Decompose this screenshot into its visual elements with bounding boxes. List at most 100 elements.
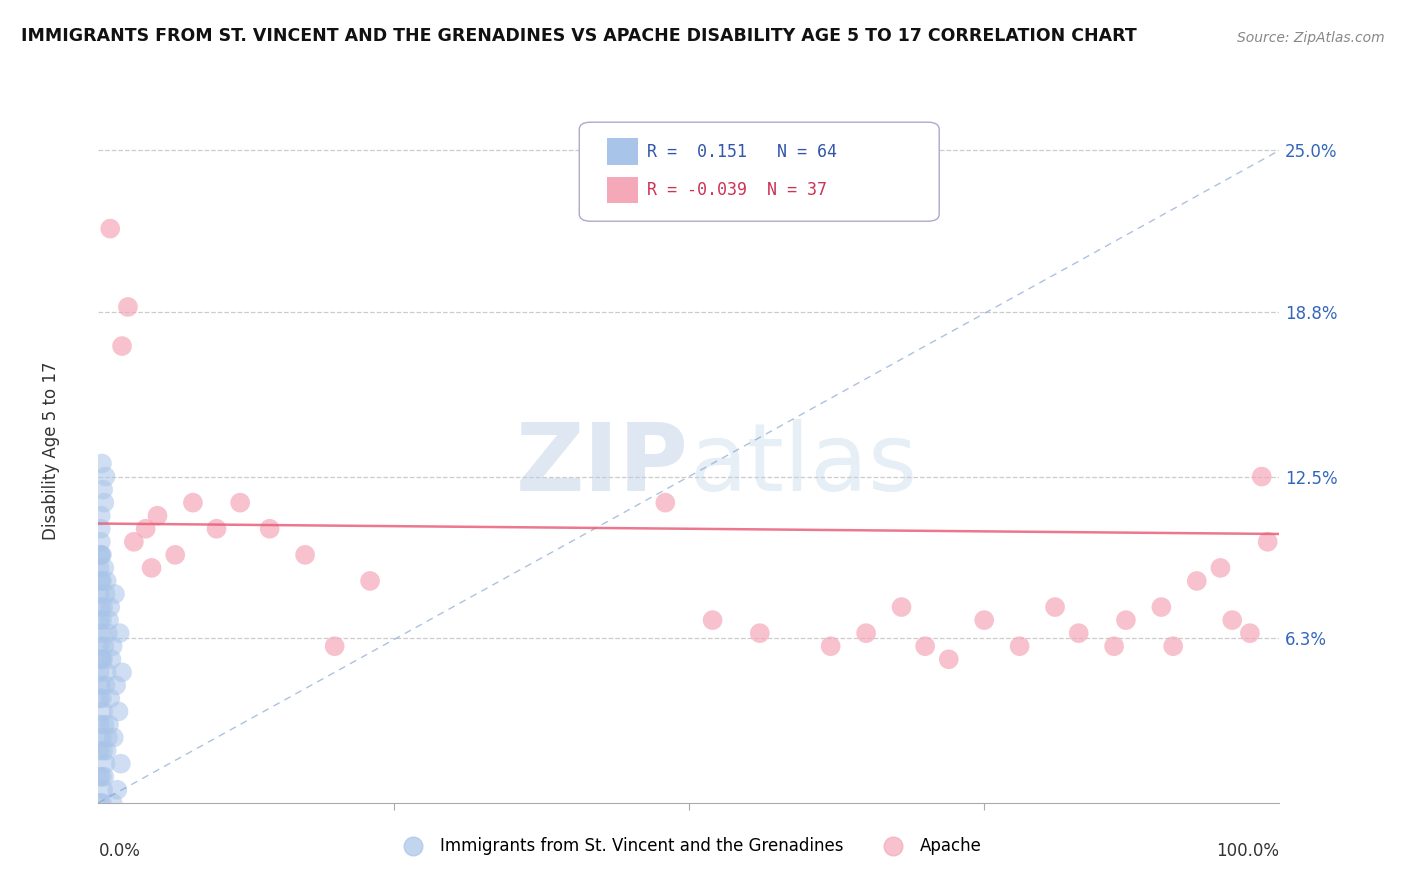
Point <box>1008 639 1031 653</box>
Point <box>89 743 111 757</box>
Point <box>89 796 111 810</box>
Point <box>90 508 112 523</box>
Point <box>93 639 115 653</box>
Point <box>105 678 128 692</box>
Point <box>90 548 112 562</box>
Point <box>97 731 120 745</box>
Point <box>91 613 114 627</box>
Point <box>100 652 122 666</box>
Point <box>96 743 118 757</box>
Point <box>141 561 163 575</box>
Point <box>97 626 120 640</box>
Point <box>108 626 131 640</box>
Point <box>91 652 114 666</box>
Point <box>91 548 114 562</box>
Point <box>1257 534 1279 549</box>
Point <box>146 508 169 523</box>
Text: Disability Age 5 to 17: Disability Age 5 to 17 <box>42 361 60 540</box>
Point <box>101 796 124 810</box>
Point <box>98 717 121 731</box>
Point <box>96 574 118 588</box>
Point <box>98 691 121 706</box>
Text: ZIP: ZIP <box>516 418 689 510</box>
Point <box>90 522 112 536</box>
Legend: Immigrants from St. Vincent and the Grenadines, Apache: Immigrants from St. Vincent and the Gren… <box>389 830 988 862</box>
Point <box>89 691 111 706</box>
Point <box>94 587 117 601</box>
Point <box>914 639 936 653</box>
Point <box>105 782 128 797</box>
Point <box>229 496 252 510</box>
Point <box>654 496 676 510</box>
Point <box>359 574 381 588</box>
Point <box>90 626 112 640</box>
Point <box>1185 574 1208 588</box>
Point <box>104 587 127 601</box>
Point <box>96 665 118 680</box>
Point <box>91 600 114 615</box>
Point <box>259 522 281 536</box>
Point <box>90 574 112 588</box>
Point <box>90 600 112 615</box>
Point <box>91 782 114 797</box>
Point <box>91 691 114 706</box>
Point <box>91 574 114 588</box>
Point <box>89 561 111 575</box>
Point <box>89 770 111 784</box>
Point <box>89 613 111 627</box>
Point <box>1239 626 1261 640</box>
Point <box>165 548 187 562</box>
Point <box>94 756 117 771</box>
Point <box>973 613 995 627</box>
Text: IMMIGRANTS FROM ST. VINCENT AND THE GRENADINES VS APACHE DISABILITY AGE 5 TO 17 : IMMIGRANTS FROM ST. VINCENT AND THE GREN… <box>21 27 1137 45</box>
Point <box>91 652 114 666</box>
Text: Source: ZipAtlas.com: Source: ZipAtlas.com <box>1237 30 1385 45</box>
Point <box>89 717 111 731</box>
Point <box>122 534 145 549</box>
Point <box>90 548 112 562</box>
Point <box>890 600 912 615</box>
Point <box>1043 600 1066 615</box>
Point <box>702 613 724 627</box>
Point <box>91 743 114 757</box>
Point <box>111 665 134 680</box>
Point <box>93 717 115 731</box>
Point <box>98 221 121 235</box>
Point <box>98 600 121 615</box>
Point <box>91 483 114 497</box>
Point <box>90 534 112 549</box>
Point <box>111 339 134 353</box>
Point <box>181 496 204 510</box>
Point <box>90 678 112 692</box>
Point <box>323 639 346 653</box>
Point <box>110 756 132 771</box>
Point <box>93 770 115 784</box>
Point <box>938 652 960 666</box>
Point <box>117 300 139 314</box>
Point <box>90 652 112 666</box>
Text: 100.0%: 100.0% <box>1216 841 1279 860</box>
Text: atlas: atlas <box>689 418 917 510</box>
Point <box>91 705 114 719</box>
Point <box>103 731 125 745</box>
Point <box>1161 639 1184 653</box>
Point <box>93 561 115 575</box>
Point <box>89 665 111 680</box>
Point <box>93 496 115 510</box>
Point <box>748 626 770 640</box>
Point <box>91 796 114 810</box>
Point <box>1209 561 1232 575</box>
Point <box>855 626 877 640</box>
Point <box>107 705 129 719</box>
Point <box>101 639 124 653</box>
Point <box>91 770 114 784</box>
Text: R =  0.151   N = 64: R = 0.151 N = 64 <box>647 143 837 161</box>
Point <box>820 639 842 653</box>
Point <box>94 678 117 692</box>
Point <box>1102 639 1125 653</box>
Point <box>98 613 121 627</box>
Text: 0.0%: 0.0% <box>98 841 141 860</box>
Point <box>91 731 114 745</box>
Point <box>294 548 316 562</box>
Point <box>135 522 157 536</box>
